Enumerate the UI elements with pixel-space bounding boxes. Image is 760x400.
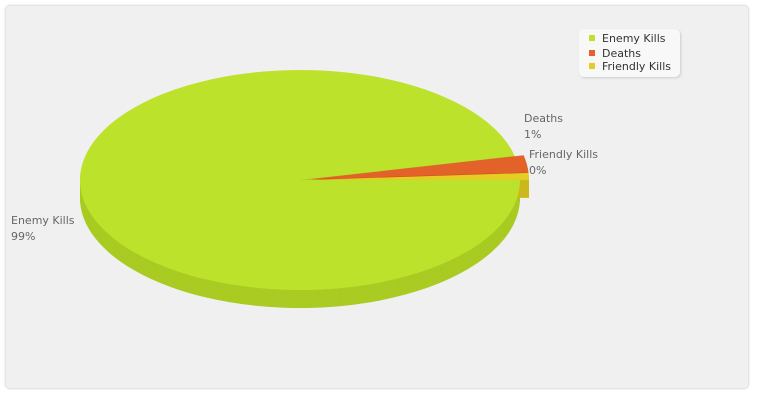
data-label-name: Enemy Kills <box>11 214 75 227</box>
data-label-name: Deaths <box>524 112 563 125</box>
pie-slice-deaths[interactable] <box>308 155 529 180</box>
legend-item-deaths[interactable]: Deaths <box>589 47 641 60</box>
legend-swatch <box>589 35 595 41</box>
legend-label: Deaths <box>602 47 641 60</box>
legend-swatch <box>589 50 595 56</box>
data-label-percent: 1% <box>524 128 541 141</box>
legend-swatch <box>589 63 595 69</box>
legend-label: Friendly Kills <box>602 60 672 73</box>
legend-item-enemy-kills[interactable]: Enemy Kills <box>589 32 666 45</box>
data-label-percent: 99% <box>11 230 35 243</box>
data-label-percent: 0% <box>529 164 546 177</box>
legend-label: Enemy Kills <box>602 32 666 45</box>
legend: Enemy Kills Deaths Friendly Kills <box>579 29 680 77</box>
pie-slice-enemy-kills[interactable] <box>80 70 520 291</box>
data-label-name: Friendly Kills <box>529 148 598 161</box>
legend-item-friendly-kills[interactable]: Friendly Kills <box>589 60 671 73</box>
pie-slice-friendly-kills[interactable] <box>308 172 529 180</box>
